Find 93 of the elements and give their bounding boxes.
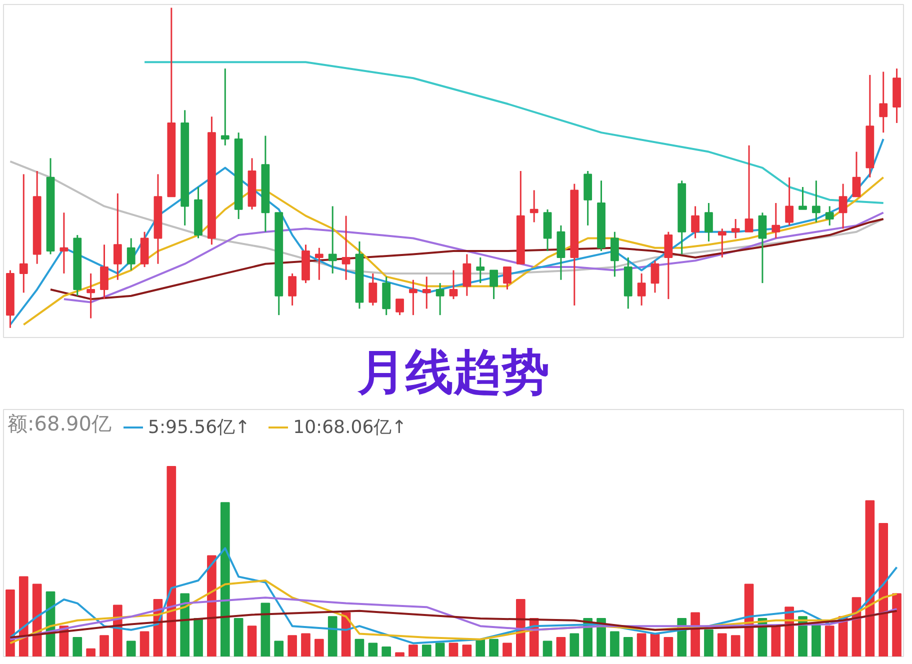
bar [623, 637, 633, 656]
bar [234, 618, 244, 656]
candlestick [396, 298, 404, 316]
candlestick [490, 270, 498, 300]
legend-label: 10:68.06亿↑ [293, 416, 407, 439]
bar [878, 523, 888, 656]
bar [502, 642, 512, 656]
bar [328, 616, 338, 656]
bar [476, 638, 486, 656]
candlestick [838, 183, 848, 230]
text: 月线趋势 [356, 344, 550, 400]
candlestick [449, 270, 458, 300]
candlestick [436, 282, 444, 316]
candlestick [220, 68, 230, 146]
candlestick [610, 231, 619, 278]
candlestick [113, 192, 122, 281]
bar [368, 642, 378, 656]
bar [72, 637, 82, 656]
bar [892, 593, 902, 656]
candlestick [60, 212, 68, 274]
bar [220, 502, 230, 656]
candlestick [812, 180, 820, 223]
bar [664, 637, 674, 656]
candlestick [704, 202, 713, 242]
chart-title: 额:68.90亿 [8, 412, 112, 436]
candlestick [825, 205, 834, 226]
bar [166, 466, 176, 656]
bar [650, 633, 660, 656]
candlestick [879, 70, 888, 134]
candlestick [744, 144, 754, 233]
candlestick [718, 228, 726, 258]
bar [730, 635, 740, 656]
bar [704, 629, 714, 656]
bar [489, 638, 498, 656]
bar [140, 631, 150, 656]
bar [448, 642, 458, 656]
legend-label: 5:95.56亿↑ [148, 416, 250, 439]
candlestick [342, 215, 350, 281]
candlestick [409, 279, 418, 316]
bar [126, 640, 136, 656]
bar [301, 633, 310, 656]
candlestick [637, 272, 646, 306]
bar [260, 602, 270, 656]
candlestick [288, 272, 296, 306]
candlestick [785, 176, 794, 226]
bar [194, 618, 203, 656]
bar [6, 590, 15, 656]
candlestick [664, 231, 673, 300]
candlestick [852, 151, 861, 198]
candlestick [758, 212, 767, 284]
bar [462, 644, 472, 656]
bar [824, 626, 834, 656]
candlestick [503, 266, 512, 290]
bar [288, 635, 297, 656]
candlestick [328, 205, 337, 274]
bar [395, 652, 404, 656]
candlestick [86, 272, 96, 320]
bar [812, 624, 821, 656]
bar [382, 646, 391, 656]
candlestick [462, 254, 472, 297]
candlestick [772, 202, 780, 239]
bar [435, 642, 445, 656]
bar [542, 640, 552, 656]
bar [180, 593, 190, 656]
bar [207, 555, 216, 656]
candlestick [126, 237, 136, 272]
candlestick [368, 272, 378, 306]
candlestick [422, 276, 431, 310]
bar [422, 644, 432, 656]
bar [247, 626, 257, 656]
candlestick [19, 173, 28, 294]
candlestick [691, 205, 700, 239]
candlestick [530, 189, 538, 223]
bar [570, 633, 580, 656]
candlestick [314, 247, 324, 281]
bar [86, 648, 96, 656]
candlestick [100, 244, 108, 300]
bar [100, 635, 109, 656]
candlestick [650, 260, 660, 294]
bar [274, 640, 284, 656]
bar [610, 631, 620, 656]
candlestick [731, 218, 740, 239]
bar [18, 576, 28, 656]
candlestick [476, 256, 485, 284]
bar [717, 633, 727, 656]
bar [354, 638, 364, 656]
candlestick [798, 186, 807, 210]
bar [636, 633, 646, 656]
bar [314, 638, 324, 656]
bar [771, 626, 781, 656]
bar [408, 644, 418, 656]
bar [865, 500, 875, 656]
bar [556, 637, 566, 656]
